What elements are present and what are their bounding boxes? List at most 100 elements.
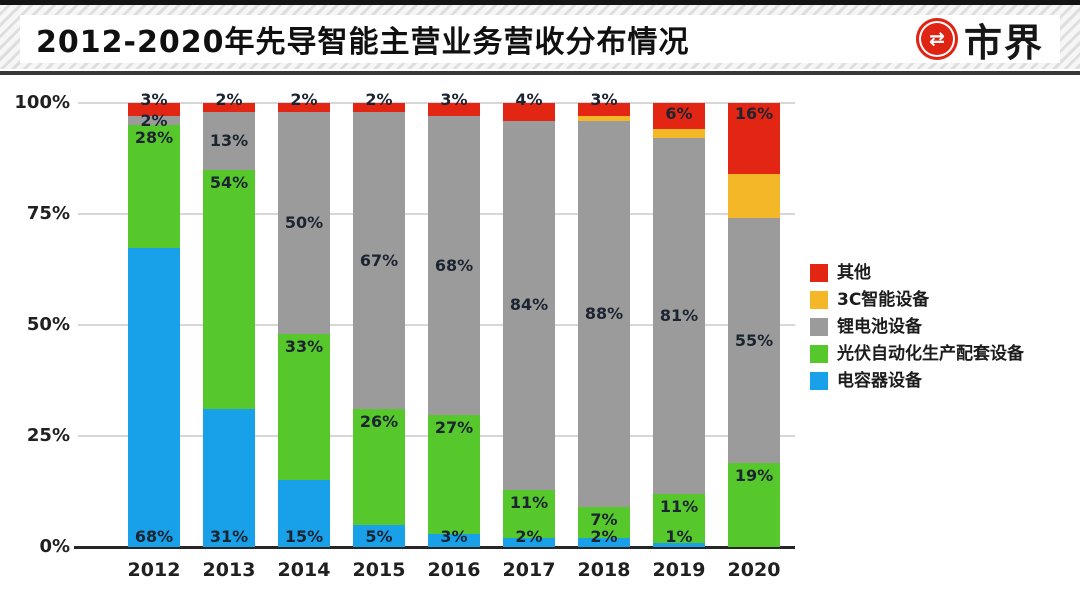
logo-text: 市界 [963,20,1044,65]
gridline [78,102,795,104]
x-axis-label: 2017 [502,559,556,581]
bar-segment: 67% [353,111,405,410]
segment-value-label: 55% [734,330,774,350]
bar-segment: 68% [128,248,180,547]
legend-item: 电容器设备 [810,372,1024,390]
bar-segment: 3% [428,92,480,117]
logo-glyph: ⇄ [929,27,945,50]
bar-segment: 31% [203,409,255,547]
legend-swatch [810,318,828,336]
bar-segment: 54% [203,169,255,410]
transfer-arrows-icon: ⇄ [915,18,958,60]
segment-value-label: 6% [665,104,693,124]
y-axis-tick-label: 100% [14,92,70,113]
bar-segment: 15% [278,480,330,547]
header-divider [0,71,1080,75]
bar-segment: 3% [578,92,630,117]
y-axis-tick-label: 50% [26,314,70,335]
legend-label: 电容器设备 [837,371,922,391]
segment-value-label: 31% [209,527,249,546]
top-border [0,0,1080,5]
bar-segment: 28% [128,125,180,249]
segment-value-label: 2% [365,90,393,110]
segment-value-label: 26% [359,412,399,432]
x-axis-label: 2013 [202,559,256,581]
legend-item: 光伏自动化生产配套设备 [810,345,1024,363]
bar-segment: 27% [428,415,480,534]
chart-legend: 其他 3C智能设备 锂电池设备光伏自动化生产配套设备 电容器设备 [810,264,1024,399]
segment-value-label: 88% [584,304,624,324]
bar-segment: 2% [203,92,255,112]
bar-segment: 1% [653,529,705,547]
bar-segment: 5% [353,524,405,547]
segment-value-label: 19% [734,465,774,485]
header-panel: 2012-2020年先导智能主营业务营收分布情况 ⇄ 市界 [20,15,1060,65]
bar-segment: 26% [353,409,405,525]
x-axis-label: 2015 [352,559,406,581]
x-axis-label: 2018 [577,559,631,581]
segment-value-label: 2% [215,90,243,110]
segment-value-label: 54% [209,172,249,192]
bar-segment: 50% [278,111,330,334]
bar-segment [578,116,630,121]
segment-value-label: 68% [134,527,174,546]
segment-value-label: 33% [284,336,324,356]
segment-value-label: 84% [509,295,549,315]
segment-value-label: 15% [284,527,324,546]
x-axis-label: 2012 [127,559,181,581]
segment-value-label: 1% [665,527,693,546]
legend-swatch [810,264,828,282]
segment-value-label: 5% [365,527,393,546]
y-axis-tick-label: 0% [39,536,70,557]
bar-segment: 2% [128,112,180,128]
y-axis-tick-label: 25% [26,425,70,446]
bar-segment: 88% [578,120,630,508]
segment-value-label: 3% [140,90,168,110]
x-axis-label: 2014 [277,559,331,581]
segment-value-label: 27% [434,418,474,438]
legend-swatch [810,345,828,363]
legend-swatch [810,291,828,309]
bar-segment: 16% [728,103,780,175]
bar-segment: 2% [503,529,555,547]
bar-segment: 3% [128,92,180,117]
segment-value-label: 13% [209,130,249,150]
segment-value-label: 7% [590,510,618,530]
segment-value-label: 50% [284,212,324,232]
segment-value-label: 81% [659,306,699,326]
bar-segment: 84% [503,120,555,490]
legend-label: 锂电池设备 [837,317,922,337]
segment-value-label: 2% [590,527,618,546]
legend-label: 其他 [837,263,871,283]
x-axis-label: 2016 [427,559,481,581]
segment-value-label: 11% [659,497,699,517]
bar-segment: 2% [278,92,330,112]
legend-label: 3C智能设备 [837,290,930,310]
segment-value-label: 2% [140,110,168,130]
legend-item: 3C智能设备 [810,291,1024,309]
header: 2012-2020年先导智能主营业务营收分布情况 ⇄ 市界 [0,5,1080,69]
bar-segment [728,174,780,219]
segment-value-label: 68% [434,255,474,275]
bar-segment: 68% [428,116,480,416]
legend-item: 其他 [810,264,1024,282]
bar-segment [653,129,705,139]
bar-segment: 3% [428,529,480,547]
segment-value-label: 67% [359,250,399,270]
bar-segment: 13% [203,111,255,170]
bar-segment: 33% [278,333,330,481]
bar-segment: 55% [728,218,780,463]
bar-segment: 11% [653,494,705,543]
bar-segment: 2% [578,529,630,547]
legend-label: 光伏自动化生产配套设备 [837,344,1024,364]
segment-value-label: 4% [515,90,543,110]
legend-item: 锂电池设备 [810,318,1024,336]
bar-segment: 11% [503,489,555,539]
bar-segment: 81% [653,138,705,495]
bar-segment: 6% [653,103,705,130]
segment-value-label: 16% [734,104,774,124]
segment-value-label: 2% [515,527,543,546]
segment-value-label: 11% [509,492,549,512]
segment-value-label: 3% [440,527,468,546]
